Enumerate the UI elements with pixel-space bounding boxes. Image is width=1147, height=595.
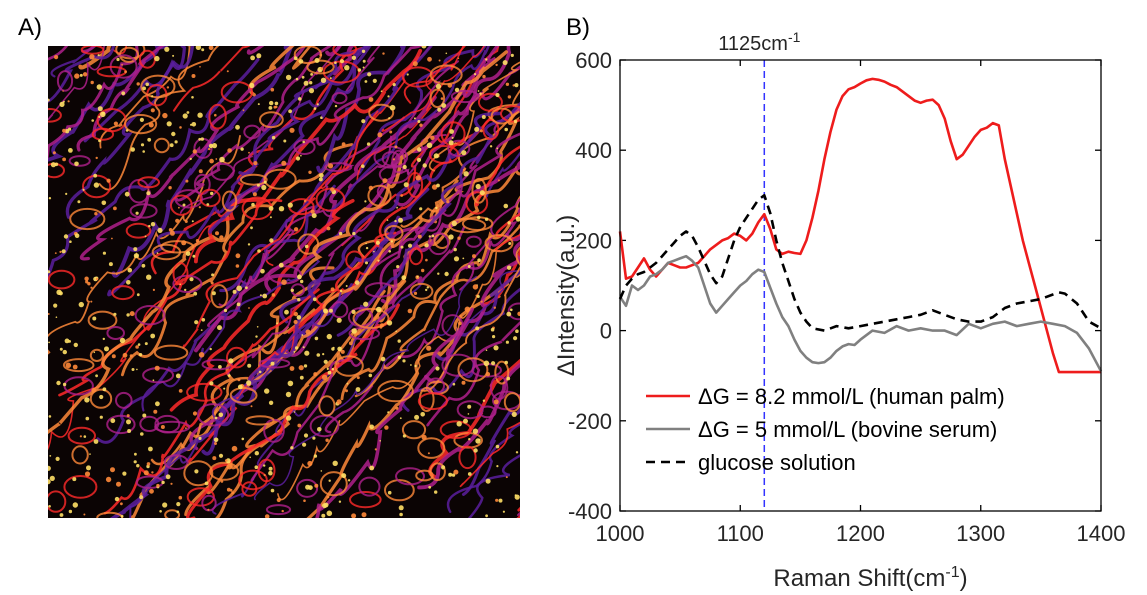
- annotation-label: 1125cm-1: [718, 29, 800, 55]
- y-tick-label: 600: [575, 48, 612, 73]
- legend-label-1: ΔG = 8.2 mmol/L (human palm): [698, 384, 1005, 409]
- panel-a-label: A): [18, 14, 42, 41]
- micrograph-network: [48, 46, 520, 518]
- x-tick-label: 1200: [836, 521, 885, 546]
- x-axis-label-close: ): [960, 565, 968, 592]
- legend-label-3: glucose solution: [698, 450, 856, 475]
- annotation-label-sup: -1: [788, 29, 801, 45]
- y-tick-label: 400: [575, 138, 612, 163]
- x-axis-label-sup: -1: [945, 564, 959, 581]
- plot-frame: [619, 59, 1102, 512]
- y-axis-label: ΔIntensity(a.u.): [553, 215, 580, 376]
- x-tick-label: 1300: [956, 521, 1005, 546]
- y-tick-label: 200: [575, 228, 612, 253]
- series-line-1: [618, 77, 1101, 374]
- series-line-2: [618, 254, 1103, 372]
- y-tick-label: 0: [600, 319, 612, 344]
- legend-label-2: ΔG = 5 mmol/L (bovine serum): [698, 417, 997, 442]
- micrograph-speckles: [48, 46, 520, 518]
- panel-b-label: B): [566, 14, 590, 41]
- x-tick-label: 1100: [717, 521, 764, 546]
- micrograph-image: [48, 46, 520, 518]
- y-tick-label: -200: [568, 409, 612, 434]
- plot-area: [620, 60, 1101, 511]
- y-tick-label: -400: [568, 499, 612, 524]
- x-tick-label: 1400: [1077, 521, 1126, 546]
- x-tick-label: 1000: [596, 521, 645, 546]
- x-axis-label: Raman Shift(cm-1): [773, 564, 967, 592]
